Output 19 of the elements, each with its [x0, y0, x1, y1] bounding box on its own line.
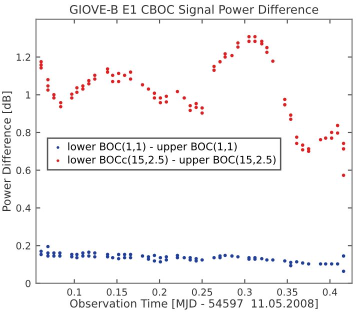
x-tick-label: 0.35: [277, 288, 298, 296]
y-tick-label: 0.2: [16, 242, 30, 250]
x-tick-label: 0.25: [192, 288, 212, 296]
y-tick-label: 0.8: [16, 128, 30, 136]
legend-label: lower BOC(1,1) - upper BOC(1,1): [68, 142, 237, 152]
x-tick-label: 0.1: [67, 288, 82, 296]
x-tick-label: 0.2: [152, 288, 166, 296]
x-tick-label: 0.15: [106, 288, 127, 296]
y-tick-label: 0: [26, 280, 30, 288]
y-tick-label: 1.2: [16, 54, 30, 61]
legend-label: lower BOCc(15,2.5) - upper BOC(15,2.5): [68, 156, 276, 166]
x-tick-label: 0.3: [238, 288, 252, 296]
y-tick-label: 0.6: [16, 166, 31, 174]
chart-title: GIOVE-B E1 CBOC Signal Power Difference: [70, 4, 318, 16]
y-tick-label: 1: [26, 91, 30, 98]
x-tick-label: 0.4: [322, 288, 338, 296]
x-axis-title: Observation Time [MJD - 54597 11.05.2008]: [70, 299, 318, 310]
y-tick-label: 0.4: [16, 204, 31, 212]
y-axis-title: Power Difference [dB]: [2, 92, 12, 211]
